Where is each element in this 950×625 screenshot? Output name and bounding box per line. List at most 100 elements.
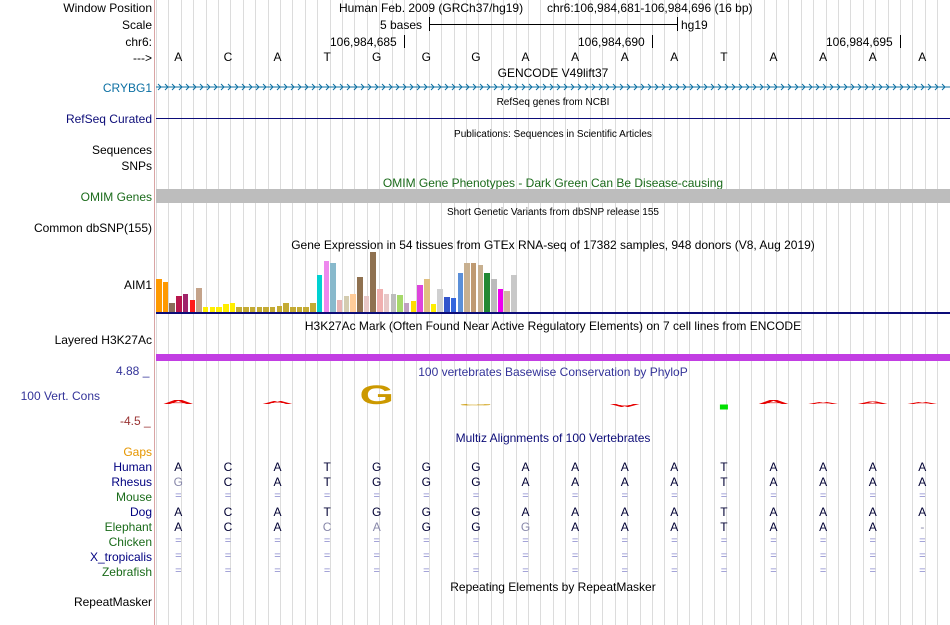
snps-label[interactable]: SNPs bbox=[121, 159, 152, 173]
multiz-base: = bbox=[274, 535, 281, 547]
gtex-tissue-bar[interactable] bbox=[202, 307, 209, 312]
gtex-tissue-bar[interactable] bbox=[437, 289, 443, 312]
gtex-tissue-bar[interactable] bbox=[424, 279, 430, 312]
gtex-tissue-bar[interactable] bbox=[491, 279, 497, 312]
refseq-gene-line[interactable] bbox=[156, 118, 950, 119]
gtex-tissue-bar[interactable] bbox=[330, 263, 336, 312]
gtex-tissue-bar[interactable] bbox=[162, 282, 169, 312]
gencode-gene-model[interactable] bbox=[156, 81, 950, 93]
gtex-tissue-bar[interactable] bbox=[243, 307, 249, 312]
gtex-tissue-bar[interactable] bbox=[383, 294, 390, 312]
gtex-tissue-bar[interactable] bbox=[410, 301, 417, 312]
multiz-base: = bbox=[274, 490, 281, 502]
gtex-tissue-bar[interactable] bbox=[444, 297, 450, 312]
h3k27ac-label[interactable]: Layered H3K27Ac bbox=[54, 333, 152, 347]
multiz-species-label[interactable]: Dog bbox=[129, 505, 152, 519]
gtex-tissue-bar[interactable] bbox=[283, 303, 289, 312]
gencode-strand-chevron bbox=[703, 83, 708, 91]
gaps-label[interactable]: Gaps bbox=[123, 445, 152, 459]
gtex-tissue-bar[interactable] bbox=[189, 300, 195, 312]
gtex-tissue-bar[interactable] bbox=[169, 303, 175, 312]
gtex-tissue-bar[interactable] bbox=[484, 273, 490, 312]
refseq-label[interactable]: RefSeq Curated bbox=[65, 112, 152, 126]
gtex-tissue-bar[interactable] bbox=[256, 307, 262, 312]
gencode-strand-chevron bbox=[206, 83, 211, 91]
gtex-tissue-bar[interactable] bbox=[363, 296, 370, 312]
gtex-tissue-bar[interactable] bbox=[470, 263, 477, 312]
gtex-tissue-bar[interactable] bbox=[269, 307, 276, 312]
gtex-tissue-bar[interactable] bbox=[450, 298, 457, 312]
gtex-tissue-bar[interactable] bbox=[236, 307, 242, 312]
multiz-base: = bbox=[522, 550, 529, 562]
gtex-tissue-bar[interactable] bbox=[350, 294, 356, 312]
multiz-base: = bbox=[472, 490, 480, 502]
gtex-tissue-bar[interactable] bbox=[176, 296, 182, 312]
gtex-tissue-bar[interactable] bbox=[430, 304, 437, 312]
multiz-species-label[interactable]: Rhesus bbox=[111, 475, 152, 489]
multiz-base: = bbox=[323, 535, 331, 547]
multiz-base: G bbox=[471, 520, 481, 534]
gene-label-crybg1[interactable]: CRYBG1 bbox=[102, 81, 152, 95]
gtex-tissue-bar[interactable] bbox=[511, 275, 517, 312]
multiz-species-label[interactable]: Elephant bbox=[104, 520, 152, 534]
gencode-strand-chevron bbox=[332, 83, 337, 91]
gtex-tissue-bar[interactable] bbox=[276, 306, 283, 312]
gtex-tissue-bar[interactable] bbox=[497, 289, 504, 312]
multiz-species-label[interactable]: Human bbox=[113, 460, 152, 474]
multiz-species-label[interactable]: X_tropicalis bbox=[89, 550, 152, 564]
gencode-strand-chevron bbox=[619, 83, 624, 91]
gtex-tissue-bar[interactable] bbox=[263, 307, 269, 312]
assembly-title[interactable]: Human Feb. 2009 (GRCh37/hg19) bbox=[339, 1, 524, 15]
gtex-tissue-bar[interactable] bbox=[229, 303, 236, 312]
omim-gene-bar[interactable] bbox=[156, 189, 950, 203]
gtex-tissue-bar[interactable] bbox=[196, 288, 202, 312]
gtex-tissue-bar[interactable] bbox=[464, 263, 470, 312]
repeatmasker-label[interactable]: RepeatMasker bbox=[73, 595, 152, 609]
gtex-tissue-bar[interactable] bbox=[397, 295, 403, 312]
publications-label[interactable]: Sequences bbox=[91, 143, 152, 157]
gtex-tissue-bar[interactable] bbox=[216, 307, 222, 312]
phylop-logo[interactable]: A A G G A A A A A bbox=[156, 380, 950, 414]
multiz-base: = bbox=[819, 550, 827, 562]
omim-label[interactable]: OMIM Genes bbox=[80, 190, 152, 204]
gencode-strand-chevron bbox=[297, 83, 302, 91]
h3k27ac-signal[interactable] bbox=[156, 354, 950, 361]
gtex-tissue-bar[interactable] bbox=[223, 304, 229, 312]
gtex-tissue-bar[interactable] bbox=[310, 303, 316, 312]
gtex-tissue-bar[interactable] bbox=[370, 252, 376, 312]
gencode-strand-chevron bbox=[605, 83, 610, 91]
multiz-base: A bbox=[769, 460, 778, 474]
gtex-tissue-bar[interactable] bbox=[357, 277, 363, 312]
multiz-base: A bbox=[620, 505, 629, 519]
gtex-tissue-bar[interactable] bbox=[457, 273, 463, 312]
multiz-species-label[interactable]: Mouse bbox=[115, 490, 152, 504]
multiz-species-label[interactable]: Chicken bbox=[108, 535, 152, 549]
gtex-tissue-bar[interactable] bbox=[417, 285, 423, 312]
gtex-tissue-bar[interactable] bbox=[316, 275, 323, 312]
multiz-species-label[interactable]: Zebrafish bbox=[101, 565, 152, 579]
phylop-label[interactable]: 100 Vert. Cons bbox=[20, 389, 100, 403]
dbsnp-label[interactable]: Common dbSNP(155) bbox=[33, 221, 152, 235]
gtex-tissue-bar[interactable] bbox=[504, 291, 510, 312]
gtex-bar-chart[interactable] bbox=[156, 252, 536, 312]
gtex-tissue-bar[interactable] bbox=[343, 296, 350, 312]
gtex-tissue-bar[interactable] bbox=[477, 265, 484, 312]
gtex-tissue-bar[interactable] bbox=[336, 300, 343, 312]
gtex-gene-label[interactable]: AIM1 bbox=[123, 278, 152, 292]
gencode-strand-chevron bbox=[381, 83, 386, 91]
gtex-tissue-bar[interactable] bbox=[377, 289, 383, 312]
gtex-tissue-bar[interactable] bbox=[390, 294, 396, 312]
multiz-base: = bbox=[472, 565, 480, 577]
gtex-tissue-bar[interactable] bbox=[296, 307, 303, 312]
gtex-tissue-bar[interactable] bbox=[182, 294, 189, 312]
gtex-tissue-bar[interactable] bbox=[209, 307, 216, 312]
gtex-tissue-bar[interactable] bbox=[156, 279, 162, 312]
gtex-tissue-bar[interactable] bbox=[249, 307, 256, 312]
multiz-base: = bbox=[919, 535, 926, 547]
multiz-base: G bbox=[520, 520, 531, 534]
gtex-tissue-bar[interactable] bbox=[290, 307, 296, 312]
gtex-tissue-bar[interactable] bbox=[403, 303, 410, 312]
gencode-strand-chevron bbox=[241, 83, 246, 91]
gtex-tissue-bar[interactable] bbox=[323, 261, 329, 312]
gtex-tissue-bar[interactable] bbox=[303, 307, 309, 312]
